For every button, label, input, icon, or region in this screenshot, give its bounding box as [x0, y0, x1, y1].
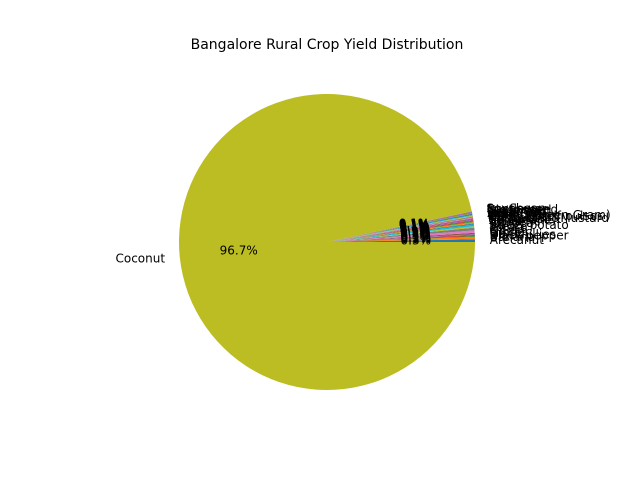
slice-label-moong-green-gram: Moong(Green Gram) [488, 208, 611, 222]
percent-label-groundnut: 0.1% [399, 218, 430, 232]
slice-label-dry-chillies: Dry chillies [490, 227, 556, 241]
pie-slice-moong-green-gram [327, 217, 474, 242]
pie-slice-other-kharif-pulses [327, 218, 474, 242]
pie-slice-garlic [327, 234, 475, 242]
slice-label-sesamum: Sesamum [487, 205, 547, 219]
percent-label-castor-seed: 0.1% [399, 217, 430, 231]
percent-label-onion: 0.3% [400, 228, 431, 242]
slice-label-other-kharif-pulses: Other Kharif pulses [488, 209, 603, 223]
percent-label-rapeseed-mustard: 0.1% [400, 222, 431, 236]
slice-label-garlic: Garlic [490, 226, 525, 240]
percent-label-other-kharif-pulses: 0.1% [399, 221, 430, 235]
pie-slice-castor-seed [327, 212, 473, 242]
chart-title: Bangalore Rural Crop Yield Distribution [191, 37, 464, 53]
percent-label-cotton-lint: 0.1% [400, 222, 431, 236]
percent-label-urad: 0.1% [399, 220, 430, 234]
slice-label-sweet-potato: Sweet potato [489, 218, 569, 232]
percent-label-sugarcane: 0.1% [400, 223, 431, 237]
percent-label-sesamum: 0.1% [399, 218, 430, 232]
pie-slice-black-pepper [327, 235, 475, 242]
slice-label-potato: Potato [489, 220, 527, 234]
pie-slice-banana [327, 236, 475, 242]
slice-label-sunflower: Sunflower [487, 202, 547, 216]
pie-slice-arecanut [327, 239, 475, 242]
percent-label-dry-chillies: 0.1% [400, 231, 431, 245]
percent-label-horse-gram: 0.1% [400, 221, 431, 235]
percent-label-banana: 0.3% [401, 232, 432, 246]
pie-slice-potato [327, 227, 475, 242]
pie-slice-sugarcane [327, 222, 474, 242]
percent-label-ginger: 0.1% [400, 229, 431, 243]
percent-label-niger-seed: 0.1% [399, 217, 430, 231]
percent-label-garlic: 0.1% [400, 230, 431, 244]
slice-label-cotton-lint: Cotton(lint) [488, 212, 556, 226]
slice-label-tapioca: Tapioca [488, 216, 534, 230]
percent-label-turmeric: 0.1% [400, 224, 431, 238]
percent-label-tapioca: 0.2% [400, 224, 431, 238]
pie-slice-arhar-tur [327, 215, 473, 242]
slice-label-sugarcane: Sugarcane [488, 213, 552, 227]
percent-label-arecanut: 0.3% [401, 234, 432, 248]
slice-label-coconut: Coconut [115, 251, 165, 265]
pie-slice-groundnut [327, 213, 473, 242]
percent-label-coconut: 96.7% [220, 244, 258, 258]
pie-slice-onion [327, 230, 475, 242]
percent-label-arhar-tur: 0.1% [399, 219, 430, 233]
pie-slice-turmeric [327, 223, 474, 242]
slice-label-groundnut: Groundnut [487, 204, 551, 218]
percent-labels: 0.3%0.3%0.1%0.1%0.1%0.1%0.3%0.3%0.1%0.2%… [220, 216, 431, 257]
percent-label-potato: 0.3% [400, 227, 431, 241]
percent-label-black-pepper: 0.1% [400, 231, 431, 245]
pie-slice-cotton-lint [327, 221, 474, 242]
slice-label-onion: Onion [489, 223, 524, 237]
slice-label-turmeric: Turmeric [488, 215, 541, 229]
slice-label-niger-seed: Niger seed [487, 203, 552, 217]
pie-slice-soyabean [327, 211, 473, 242]
slice-label-urad: Urad [487, 207, 516, 221]
percent-label-sweet-potato: 0.1% [400, 225, 431, 239]
pie-slice-ginger [327, 232, 475, 242]
percent-label-soyabean: 0.1% [399, 216, 430, 230]
pie-slice-coconut [179, 93, 475, 390]
percent-label-moong-green-gram: 0.1% [399, 220, 430, 234]
pie-slices [179, 93, 475, 390]
slice-label-banana: Banana [490, 230, 536, 244]
slice-label-ginger: Ginger [490, 225, 530, 239]
slice-label-rapeseed-mustard: Rapeseed &Mustard [488, 211, 609, 225]
pie-slice-rapeseed-mustard [327, 220, 474, 242]
slice-label-soyabean: Soyabean [486, 201, 545, 215]
slice-label-arhar-tur: Arhar/Tur [487, 206, 542, 220]
pie-slice-dry-chillies [327, 235, 475, 242]
slice-label-arecanut: Arecanut [490, 233, 544, 247]
pie-slice-horse-gram [327, 219, 474, 242]
slice-label-horse-gram: Horse-gram [488, 210, 559, 224]
pie-slice-sunflower [327, 212, 473, 242]
pie-slice-niger-seed [327, 213, 473, 242]
pie-slice-sweet-potato [327, 226, 475, 242]
pie-slice-sesamum [327, 214, 473, 242]
pie-slice-urad [327, 216, 473, 242]
percent-label-sunflower: 0.1% [399, 217, 430, 231]
pie-slice-tapioca [327, 224, 475, 242]
slice-label-castor-seed: Castor seed [487, 203, 558, 217]
slice-label-black-pepper: Black pepper [490, 228, 569, 242]
